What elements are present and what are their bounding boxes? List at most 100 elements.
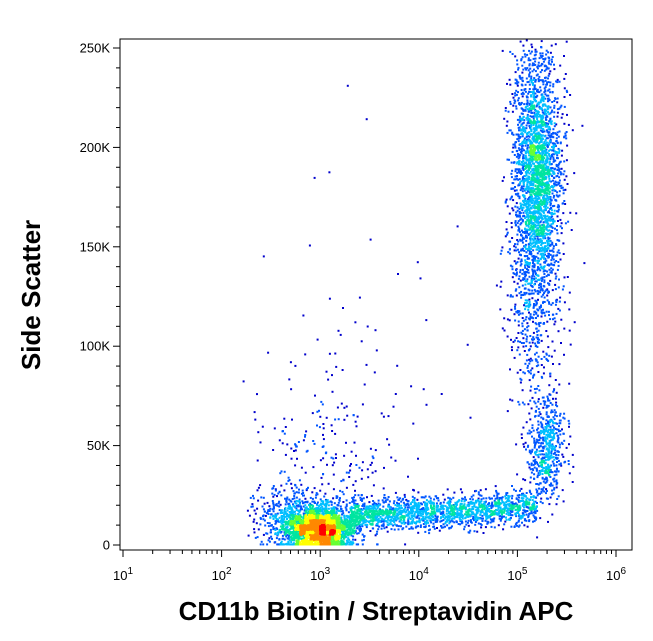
scatter-point [534,259,537,262]
scatter-point [541,476,544,479]
scatter-point [518,162,521,165]
scatter-point [538,338,540,341]
scatter-point [279,472,282,475]
scatter-point [515,310,518,313]
scatter-point [538,124,540,127]
scatter-point [539,212,542,215]
scatter-point [554,167,557,170]
scatter-point [552,218,555,221]
scatter-point [401,511,404,514]
scatter-point [534,92,537,95]
scatter-point [419,508,422,511]
scatter-point [468,504,471,507]
scatter-point [538,125,541,128]
scatter-point [527,506,529,509]
scatter-point [546,220,549,223]
scatter-point [397,528,400,531]
scatter-point [438,529,441,532]
scatter-point [539,421,542,424]
scatter-point [510,176,513,179]
scatter-point [291,509,294,512]
scatter-point [409,512,412,514]
scatter-point [558,446,561,449]
scatter-point [532,249,535,252]
scatter-point [549,139,552,141]
scatter-point [532,245,535,248]
scatter-point [540,425,543,428]
scatter-point [515,262,518,265]
scatter-point [552,196,555,199]
scatter-point [542,268,545,271]
scatter-point [541,468,544,471]
scatter-point [537,298,539,301]
scatter-point [400,525,402,528]
scatter-point [560,441,563,444]
scatter-point [535,50,538,53]
scatter-point [528,298,531,301]
scatter-point [442,519,445,522]
scatter-point [529,468,532,471]
scatter-point [541,252,544,255]
scatter-point [334,352,337,355]
scatter-point [533,202,536,205]
scatter-point [251,505,254,508]
scatter-point [437,504,439,507]
scatter-point [534,462,537,465]
scatter-point [539,500,542,503]
scatter-point [541,235,544,238]
scatter-point [544,97,547,100]
scatter-point [440,504,443,507]
scatter-point [525,251,528,254]
scatter-point [554,470,556,473]
scatter-point [515,79,518,82]
scatter-point [552,456,555,459]
scatter-point [485,515,488,518]
scatter-point [313,500,316,503]
scatter-point [542,442,544,445]
scatter-point [517,525,520,528]
scatter-point [272,485,275,487]
scatter-point [514,523,517,526]
scatter-point [530,164,533,167]
scatter-point [540,488,543,491]
scatter-point [554,132,557,135]
scatter-point [553,68,556,71]
scatter-point [418,521,421,524]
scatter-point [533,460,536,463]
scatter-point [545,162,548,165]
scatter-point [551,484,554,487]
scatter-point [274,520,277,523]
scatter-point [532,292,535,295]
scatter-point [467,501,470,504]
scatter-point [554,428,557,430]
scatter-point [394,459,397,462]
scatter-point [470,521,473,524]
scatter-point [525,338,528,341]
scatter-point [571,129,574,132]
scatter-point [506,510,509,513]
scatter-point [525,95,528,98]
scatter-point [544,257,547,260]
scatter-point [549,244,551,247]
scatter-point [524,200,527,202]
scatter-point [417,491,420,494]
scatter-point [537,195,540,198]
scatter-point [281,442,284,445]
scatter-point [525,448,527,451]
scatter-point [321,510,324,513]
scatter-point [555,453,558,456]
scatter-point [525,316,528,319]
scatter-point [354,531,357,534]
scatter-point [382,501,385,504]
scatter-point [545,352,548,355]
scatter-point [529,200,532,203]
scatter-point [561,443,564,445]
scatter-point [522,231,524,234]
scatter-point [343,454,346,457]
scatter-point [530,43,533,46]
scatter-point [469,529,472,532]
scatter-point [537,238,540,241]
scatter-point [537,194,540,197]
scatter-point [366,523,369,526]
scatter-point [267,509,270,512]
